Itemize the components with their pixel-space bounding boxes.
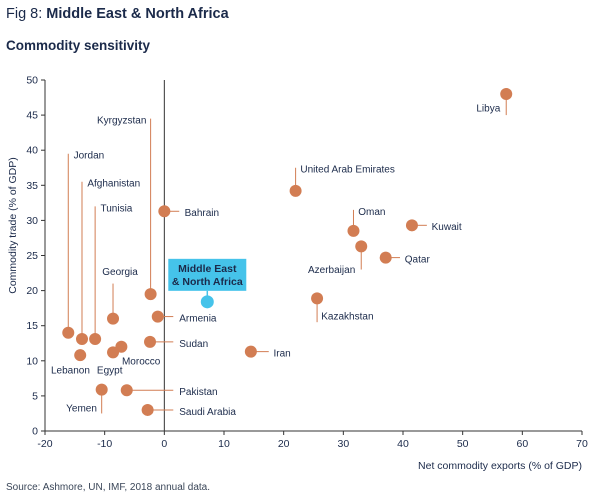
- data-point: [289, 184, 302, 197]
- point-label: Kyrgyzstan: [97, 116, 146, 127]
- point-label: United Arab Emirates: [300, 165, 395, 176]
- data-point: [158, 205, 171, 218]
- x-tick-label: -10: [97, 438, 112, 450]
- x-tick-label: 40: [397, 438, 409, 450]
- x-tick-label: 30: [337, 438, 349, 450]
- highlight-data-point: [200, 295, 214, 309]
- point-label: Iran: [274, 349, 291, 360]
- point-label: Lebanon: [51, 365, 90, 376]
- point-label: Afghanistan: [87, 179, 140, 190]
- point-label: Yemen: [66, 403, 97, 414]
- point-label: Morocco: [122, 356, 161, 367]
- y-tick-label: 45: [26, 110, 38, 122]
- y-tick-label: 40: [26, 145, 38, 157]
- y-tick-label: 35: [26, 180, 38, 192]
- figure-number: Fig 8:: [6, 6, 47, 22]
- data-point: [107, 312, 120, 325]
- data-point: [89, 333, 102, 346]
- highlight-label-line2: & North Africa: [172, 276, 243, 288]
- source-note: Source: Ashmore, UN, IMF, 2018 annual da…: [6, 482, 210, 493]
- y-tick-label: 50: [26, 75, 38, 87]
- point-label: Jordan: [74, 151, 105, 162]
- data-point: [120, 384, 133, 397]
- point-label: Kazakhstan: [321, 311, 373, 322]
- y-tick-label: 15: [26, 320, 38, 332]
- y-axis-label: Commodity trade (% of GDP): [7, 157, 19, 294]
- data-point: [311, 292, 324, 305]
- point-label: Bahrain: [185, 208, 219, 219]
- data-point: [144, 335, 157, 348]
- x-tick-label: -20: [37, 438, 52, 450]
- point-label: Tunisia: [100, 203, 132, 214]
- point-label: Armenia: [179, 313, 217, 324]
- data-point: [347, 224, 360, 237]
- data-point: [107, 346, 120, 359]
- chart-subtitle: Commodity sensitivity: [6, 38, 151, 53]
- y-tick-label: 10: [26, 355, 38, 367]
- point-label: Azerbaijan: [308, 265, 355, 276]
- point-label: Sudan: [179, 339, 208, 350]
- data-point: [151, 310, 164, 323]
- point-label: Kuwait: [432, 222, 462, 233]
- data-point: [500, 88, 513, 101]
- data-point: [144, 288, 157, 301]
- figure-title: Fig 8: Middle East & North Africa: [6, 6, 229, 22]
- data-point: [141, 403, 154, 416]
- y-tick-label: 30: [26, 215, 38, 227]
- data-point: [405, 219, 418, 232]
- data-point: [74, 349, 87, 362]
- x-tick-label: 20: [278, 438, 290, 450]
- point-label: Pakistan: [179, 387, 217, 398]
- x-tick-label: 70: [576, 438, 588, 450]
- data-point: [379, 251, 392, 264]
- data-point: [244, 345, 257, 358]
- data-point: [75, 333, 88, 346]
- point-label: Libya: [476, 104, 500, 115]
- highlight-label-box: [168, 258, 247, 291]
- point-label: Georgia: [102, 267, 138, 278]
- figure-heading: Middle East & North Africa: [46, 6, 229, 22]
- x-tick-label: 50: [457, 438, 469, 450]
- data-point: [95, 383, 108, 396]
- y-tick-label: 5: [32, 390, 38, 402]
- data-point: [355, 240, 368, 253]
- x-tick-label: 0: [161, 438, 167, 450]
- x-tick-label: 10: [218, 438, 230, 450]
- point-label: Saudi Arabia: [179, 407, 236, 418]
- point-label: Egypt: [97, 365, 123, 376]
- point-label: Qatar: [405, 255, 431, 266]
- data-point: [62, 326, 75, 339]
- y-tick-label: 0: [32, 426, 38, 438]
- point-label: Oman: [358, 207, 385, 218]
- x-tick-label: 60: [516, 438, 528, 450]
- highlight-label-line1: Middle East: [178, 263, 237, 275]
- x-axis-label: Net commodity exports (% of GDP): [418, 460, 582, 472]
- y-tick-label: 25: [26, 250, 38, 262]
- y-tick-label: 20: [26, 285, 38, 297]
